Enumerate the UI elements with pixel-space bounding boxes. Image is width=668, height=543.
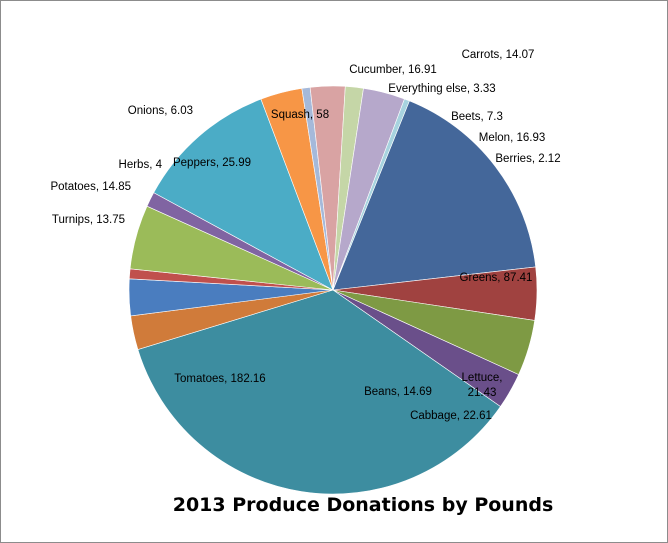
data-label-melon: Melon, 16.93 (479, 132, 546, 144)
pie-slice-berries (332, 98, 410, 291)
data-label-greens: Greens, 87.41 (460, 272, 533, 284)
data-label-cucumber: Cucumber, 16.91 (349, 64, 437, 76)
data-label-beans: Beans, 14.69 (364, 386, 432, 398)
pie-slice-greens (332, 100, 537, 291)
data-label-everything-else: Everything else, 3.33 (388, 83, 495, 95)
pie-slice-squash (153, 98, 334, 291)
data-label-tomatoes: Tomatoes, 182.16 (174, 373, 265, 385)
data-label-onions: Onions, 6.03 (128, 105, 193, 117)
data-label-cabbage: Cabbage, 22.61 (410, 410, 492, 422)
data-label-peppers: Peppers, 25.99 (173, 157, 251, 169)
data-label-potatoes: Potatoes, 14.85 (50, 181, 131, 193)
pie-slices (128, 85, 538, 495)
chart-title: 2013 Produce Donations by Pounds (172, 494, 554, 516)
data-label-squash: Squash, 58 (271, 109, 329, 121)
data-label-carrots: Carrots, 14.07 (462, 49, 535, 61)
data-label-beets: Beets, 7.3 (451, 111, 503, 123)
data-label-turnips: Turnips, 13.75 (52, 214, 125, 226)
data-label-berries: Berries, 2.12 (495, 153, 560, 165)
slice-labels: Greens, 87.41 Lettuce, 21.43 Cabbage, 22.61… (50, 49, 560, 422)
pie-slice-tomatoes (137, 289, 501, 495)
data-label-herbs: Herbs, 4 (119, 159, 163, 171)
data-label-lettuce: Lettuce, 21.43 (462, 372, 503, 399)
